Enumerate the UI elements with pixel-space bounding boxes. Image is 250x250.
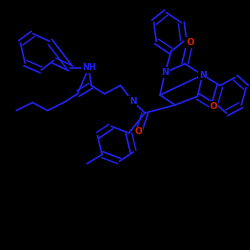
Text: O: O xyxy=(186,38,194,47)
Text: O: O xyxy=(135,127,142,136)
Text: NH: NH xyxy=(82,64,96,72)
Text: N: N xyxy=(161,68,169,77)
Text: N: N xyxy=(199,70,206,80)
Text: O: O xyxy=(210,102,218,111)
Text: N: N xyxy=(129,97,136,106)
